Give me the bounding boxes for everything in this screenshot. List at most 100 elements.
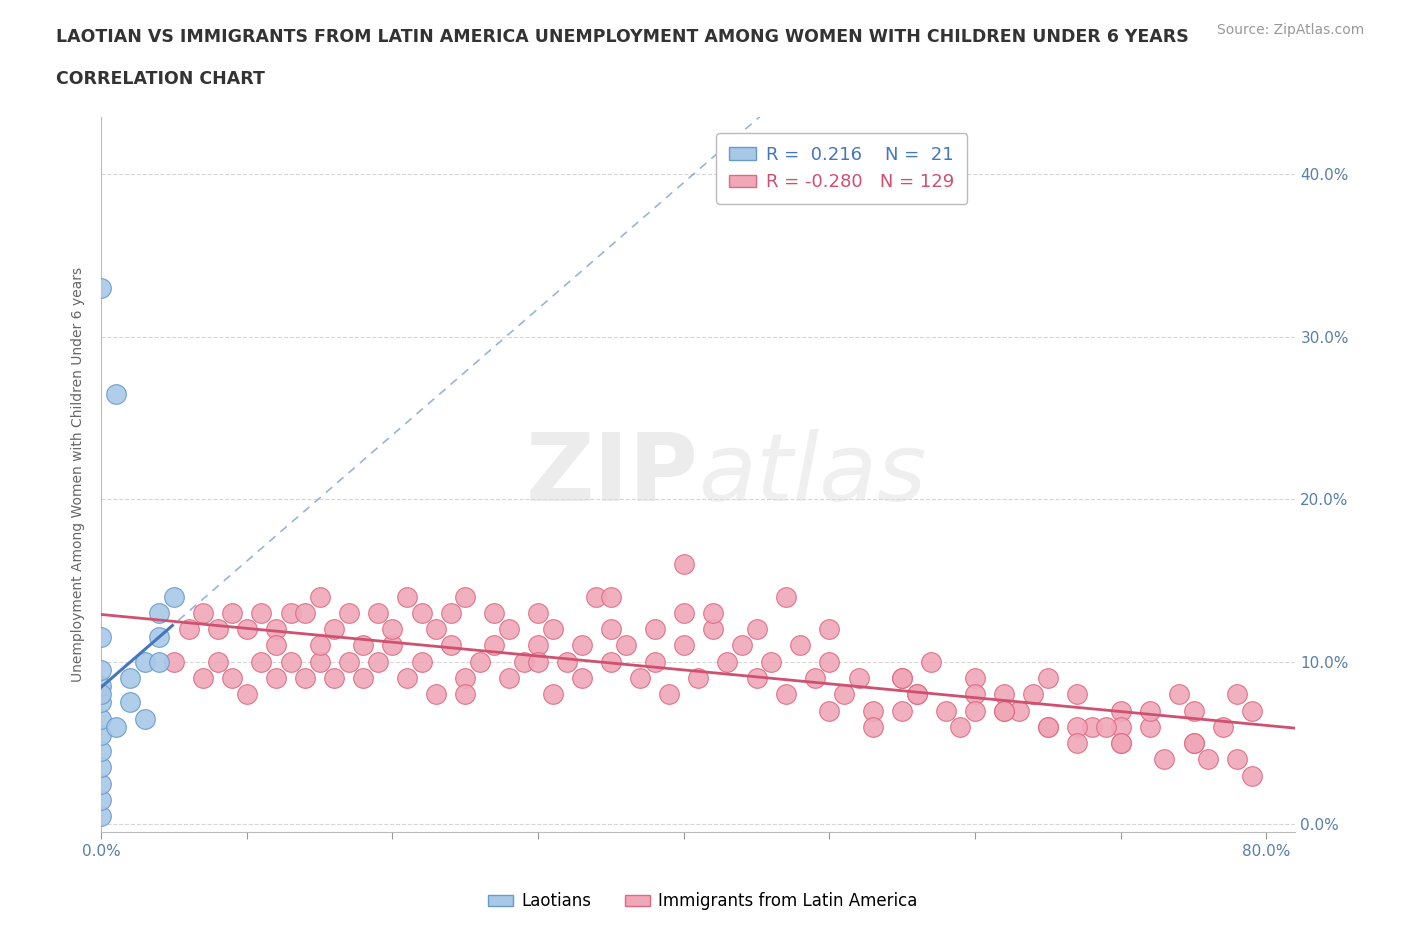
- Point: [294, 671, 316, 685]
- Point: [571, 671, 593, 685]
- Point: [935, 703, 957, 718]
- Point: [672, 557, 695, 572]
- Point: [148, 605, 170, 620]
- Point: [1008, 703, 1031, 718]
- Point: [264, 622, 287, 637]
- Point: [745, 622, 768, 637]
- Point: [484, 605, 506, 620]
- Point: [672, 605, 695, 620]
- Point: [454, 590, 477, 604]
- Point: [148, 630, 170, 644]
- Point: [148, 655, 170, 670]
- Point: [207, 622, 229, 637]
- Point: [163, 655, 186, 670]
- Point: [90, 711, 112, 726]
- Point: [585, 590, 607, 604]
- Point: [1240, 703, 1263, 718]
- Point: [90, 727, 112, 742]
- Text: CORRELATION CHART: CORRELATION CHART: [56, 70, 266, 87]
- Point: [1036, 719, 1059, 734]
- Point: [993, 687, 1015, 702]
- Point: [1109, 736, 1132, 751]
- Point: [221, 671, 243, 685]
- Point: [250, 655, 273, 670]
- Point: [600, 622, 623, 637]
- Point: [90, 679, 112, 694]
- Point: [90, 281, 112, 296]
- Point: [396, 671, 419, 685]
- Point: [905, 687, 928, 702]
- Point: [396, 590, 419, 604]
- Point: [120, 671, 142, 685]
- Point: [993, 703, 1015, 718]
- Point: [527, 605, 550, 620]
- Point: [1139, 703, 1161, 718]
- Point: [236, 687, 259, 702]
- Point: [628, 671, 651, 685]
- Point: [1226, 751, 1249, 766]
- Point: [207, 655, 229, 670]
- Point: [236, 622, 259, 637]
- Point: [832, 687, 855, 702]
- Point: [498, 671, 520, 685]
- Point: [90, 760, 112, 775]
- Point: [191, 671, 214, 685]
- Point: [425, 622, 447, 637]
- Point: [716, 655, 738, 670]
- Point: [1197, 751, 1219, 766]
- Point: [90, 792, 112, 807]
- Point: [454, 671, 477, 685]
- Point: [323, 622, 346, 637]
- Point: [848, 671, 870, 685]
- Point: [337, 655, 360, 670]
- Point: [308, 638, 330, 653]
- Point: [818, 655, 841, 670]
- Point: [367, 605, 389, 620]
- Point: [818, 622, 841, 637]
- Point: [90, 777, 112, 791]
- Point: [352, 671, 374, 685]
- Point: [702, 605, 724, 620]
- Point: [1226, 687, 1249, 702]
- Point: [468, 655, 491, 670]
- Point: [1168, 687, 1191, 702]
- Point: [411, 605, 433, 620]
- Point: [1109, 703, 1132, 718]
- Point: [337, 605, 360, 620]
- Point: [541, 622, 564, 637]
- Point: [804, 671, 827, 685]
- Point: [280, 605, 302, 620]
- Point: [381, 622, 404, 637]
- Point: [541, 687, 564, 702]
- Point: [1153, 751, 1175, 766]
- Point: [308, 655, 330, 670]
- Point: [1036, 719, 1059, 734]
- Point: [440, 605, 463, 620]
- Point: [163, 590, 186, 604]
- Point: [191, 605, 214, 620]
- Point: [600, 655, 623, 670]
- Point: [862, 703, 884, 718]
- Point: [498, 622, 520, 637]
- Point: [104, 719, 127, 734]
- Point: [90, 630, 112, 644]
- Point: [264, 671, 287, 685]
- Point: [1066, 736, 1088, 751]
- Point: [1240, 768, 1263, 783]
- Point: [134, 711, 156, 726]
- Point: [250, 605, 273, 620]
- Point: [90, 744, 112, 759]
- Point: [484, 638, 506, 653]
- Text: Source: ZipAtlas.com: Source: ZipAtlas.com: [1216, 23, 1364, 37]
- Point: [294, 605, 316, 620]
- Point: [440, 638, 463, 653]
- Point: [745, 671, 768, 685]
- Point: [702, 622, 724, 637]
- Point: [949, 719, 972, 734]
- Text: ZIP: ZIP: [526, 429, 699, 521]
- Point: [759, 655, 782, 670]
- Point: [600, 590, 623, 604]
- Point: [177, 622, 200, 637]
- Point: [104, 386, 127, 401]
- Y-axis label: Unemployment Among Women with Children Under 6 years: Unemployment Among Women with Children U…: [72, 267, 86, 683]
